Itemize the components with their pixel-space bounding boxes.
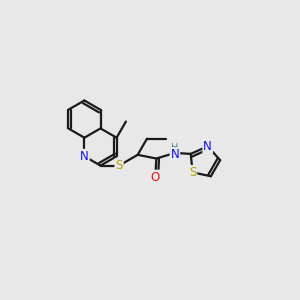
Text: O: O	[151, 171, 160, 184]
Text: S: S	[116, 159, 123, 172]
Text: N: N	[80, 150, 89, 163]
Text: N: N	[203, 140, 212, 153]
Text: S: S	[189, 166, 196, 179]
Text: H: H	[171, 142, 178, 153]
Text: N: N	[170, 148, 179, 161]
